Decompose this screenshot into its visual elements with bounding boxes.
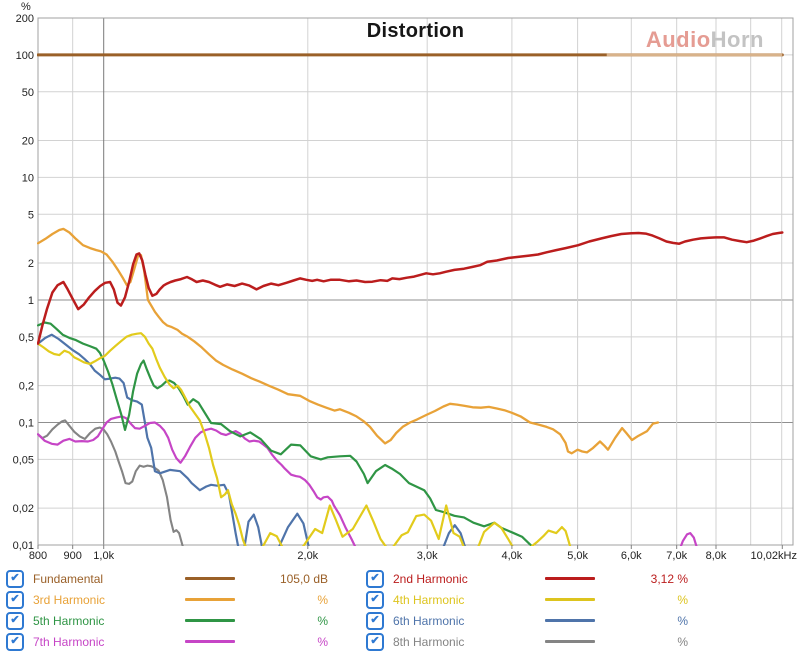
legend-label: 6th Harmonic [393, 613, 465, 628]
x-axis-tick-label: 5,0k [567, 550, 588, 562]
legend-label: 8th Harmonic [393, 634, 465, 649]
y-axis-tick-label: 0,5 [19, 332, 34, 344]
y-axis-tick-label: 0,05 [13, 454, 34, 466]
checkbox-8th-harmonic[interactable]: ✔ [366, 632, 384, 651]
legend-label: 7th Harmonic [33, 634, 105, 649]
legend-line-swatch [185, 598, 235, 601]
curve-h8 [37, 419, 184, 546]
curve-h6 [37, 333, 466, 546]
check-icon: ✔ [10, 572, 20, 584]
legend-value: % [677, 634, 688, 649]
y-axis-tick-label: 0,01 [13, 540, 34, 552]
legend-label: Fundamental [33, 571, 104, 586]
checkbox-fundamental[interactable]: ✔ [6, 569, 24, 588]
x-axis-tick-label: 4,0k [502, 550, 523, 562]
x-axis-tick-label: 7,0k [666, 550, 687, 562]
legend-line-swatch [545, 640, 595, 643]
x-axis-tick-label: 900 [64, 550, 82, 562]
y-axis-tick-label: 2 [28, 258, 34, 270]
x-axis-tick-label: 8,0k [706, 550, 727, 562]
check-icon: ✔ [10, 635, 20, 647]
legend-line-swatch [545, 577, 595, 580]
y-axis-tick-label: 100 [16, 50, 34, 62]
x-axis-tick-label: 1,0k [93, 550, 114, 562]
check-icon: ✔ [370, 572, 380, 584]
y-axis-tick-label: 200 [16, 13, 34, 25]
legend-line-swatch [185, 577, 235, 580]
legend-line-swatch [185, 640, 235, 643]
legend-label: 2nd Harmonic [393, 571, 468, 586]
legend-line-swatch [185, 619, 235, 622]
distortion-chart: 800 900 1,0k 2,0k 3,0k 4,0k 5,0k 6,0k 7,0k 8,0k 10… [13, 13, 797, 562]
legend-value: % [317, 613, 328, 628]
check-icon: ✔ [370, 614, 380, 626]
checkbox-6th-harmonic[interactable]: ✔ [366, 611, 384, 630]
y-axis-tick-label: 5 [28, 209, 34, 221]
checkbox-3rd-harmonic[interactable]: ✔ [6, 590, 24, 609]
checkbox-2nd-harmonic[interactable]: ✔ [366, 569, 384, 588]
legend-item-4th-harmonic: ✔ 4th Harmonic % [366, 589, 688, 610]
legend-label: 3rd Harmonic [33, 592, 106, 607]
logo-part-horn: Horn [710, 27, 764, 52]
check-icon: ✔ [10, 614, 20, 626]
legend-item-5th-harmonic: ✔ 5th Harmonic % [6, 610, 328, 631]
checkbox-7th-harmonic[interactable]: ✔ [6, 632, 24, 651]
check-icon: ✔ [10, 593, 20, 605]
legend-line-swatch [545, 598, 595, 601]
legend-item-8th-harmonic: ✔ 8th Harmonic % [366, 631, 688, 652]
y-axis-tick-label: 10 [22, 172, 34, 184]
legend-value: % [677, 613, 688, 628]
legend-value: % [677, 592, 688, 607]
x-axis-tick-label: 3,0k [417, 550, 438, 562]
curve-h2 [37, 231, 784, 345]
legend-line-swatch [545, 619, 595, 622]
check-icon: ✔ [370, 593, 380, 605]
y-axis-tick-label: 50 [22, 87, 34, 99]
legend-item-fundamental: ✔ Fundamental 105,0 dB [6, 568, 328, 589]
y-axis-tick-label: 1 [28, 295, 34, 307]
legend-value: % [317, 592, 328, 607]
y-axis-tick-label: 0,1 [19, 417, 34, 429]
legend: ✔ Fundamental 105,0 dB ✔ 2nd Harmonic 3,… [6, 568, 690, 652]
check-icon: ✔ [370, 635, 380, 647]
x-axis-tick-label: 800 [29, 550, 47, 562]
curve-h5 [37, 321, 534, 546]
legend-value: 105,0 dB [279, 571, 328, 586]
chart-title: Distortion [366, 20, 465, 42]
curve-h4 [37, 332, 572, 546]
legend-label: 4th Harmonic [393, 592, 465, 607]
y-axis-tick-label: 0,02 [13, 503, 34, 515]
audiohorn-logo: AudioHorn [646, 27, 764, 53]
plot-border [37, 17, 794, 546]
curve-h7 [37, 415, 698, 546]
legend-item-2nd-harmonic: ✔ 2nd Harmonic 3,12 % [366, 568, 688, 589]
checkbox-5th-harmonic[interactable]: ✔ [6, 611, 24, 630]
legend-value: % [317, 634, 328, 649]
legend-item-7th-harmonic: ✔ 7th Harmonic % [6, 631, 328, 652]
y-axis-tick-label: 0,2 [19, 381, 34, 393]
legend-label: 5th Harmonic [33, 613, 105, 628]
x-axis-tick-label: 10,02kHz [751, 550, 797, 562]
legend-item-3rd-harmonic: ✔ 3rd Harmonic % [6, 589, 328, 610]
legend-value: 3,12 % [650, 571, 688, 586]
x-axis-tick-label: 2,0k [297, 550, 318, 562]
checkbox-4th-harmonic[interactable]: ✔ [366, 590, 384, 609]
y-axis-tick-label: 20 [22, 136, 34, 148]
logo-part-audio: Audio [645, 27, 711, 52]
legend-item-6th-harmonic: ✔ 6th Harmonic % [366, 610, 688, 631]
x-axis-tick-label: 6,0k [621, 550, 642, 562]
y-axis-unit-label: % [21, 1, 31, 13]
